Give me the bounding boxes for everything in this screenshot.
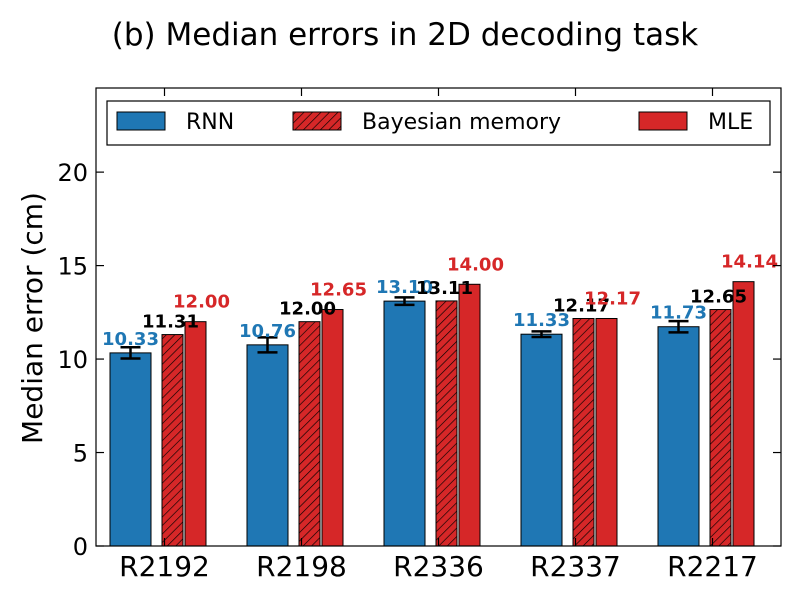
y-tick-label: 5 [73,440,88,468]
bar-r2217-rnn [657,326,700,547]
legend-label-mle: MLE [708,110,753,135]
bar-r2337-rnn [520,333,563,547]
legend-swatch-rnn [116,111,166,131]
bar-r2198-mle [321,309,344,547]
legend-label-rnn: RNN [186,110,234,135]
y-tick-label: 15 [57,253,88,281]
y-tick-label: 0 [73,533,88,561]
bar-r2337-bayesian-memory [572,317,595,547]
y-axis-label: Median error (cm) [16,192,49,444]
bar-r2217-mle [732,281,755,547]
y-axis: 0 5 10 15 20 [57,159,781,561]
data-label-r2192-bayesian-memory: 11.31 [142,312,199,333]
x-tick-label-r2336: R2336 [393,550,484,583]
legend-box [106,100,771,146]
data-label-r2337-mle: 12.17 [584,288,641,309]
chart-title: (b) Median errors in 2D decoding task [112,17,698,53]
bar-r2192-rnn [109,352,152,547]
legend: RNN Bayesian memory MLE [106,100,771,146]
data-label-r2198-mle: 12.65 [310,280,367,301]
data-label-r2336-bayesian-memory: 13.11 [416,278,473,299]
data-label-r2336-rnn: 13.10 [376,277,433,298]
bar-r2336-bayesian-memory [435,300,458,547]
x-axis: R2192 R2198 R2336 R2337 R2217 [119,88,758,583]
x-tick-label-r2192: R2192 [119,550,210,583]
bar-r2192-mle [184,321,207,547]
bar-r2337-mle [595,317,618,547]
data-label-r2192-rnn: 10.33 [102,329,159,350]
bar-r2336-rnn [383,300,426,547]
data-label-r2192-mle: 12.00 [173,292,230,313]
legend-swatch-bayesian-memory [292,111,342,131]
data-label-r2336-mle: 14.00 [447,254,504,275]
bar-r2336-mle [458,283,481,547]
bars-layer [109,281,755,547]
data-label-r2217-bayesian-memory: 12.65 [690,287,747,308]
data-label-r2198-rnn: 10.76 [239,321,296,342]
bar-r2198-bayesian-memory [298,321,321,547]
y-tick-label: 10 [57,346,88,374]
bar-r2198-rnn [246,344,289,547]
data-label-r2198-bayesian-memory: 12.00 [279,299,336,320]
legend-swatch-mle [638,111,688,131]
legend-label-bayesian-memory: Bayesian memory [362,110,561,135]
data-label-r2337-bayesian-memory: 12.17 [553,295,610,316]
x-tick-label-r2198: R2198 [256,550,347,583]
x-tick-label-r2337: R2337 [530,550,621,583]
bar-r2192-bayesian-memory [161,334,184,547]
y-tick-label: 20 [57,159,88,187]
data-label-r2337-rnn: 11.33 [513,310,570,331]
data-label-r2217-mle: 14.14 [721,252,778,273]
data-label-r2217-rnn: 11.73 [650,303,707,324]
x-tick-label-r2217: R2217 [667,550,758,583]
bar-r2217-bayesian-memory [709,309,732,547]
errorbars-layer [120,296,689,360]
